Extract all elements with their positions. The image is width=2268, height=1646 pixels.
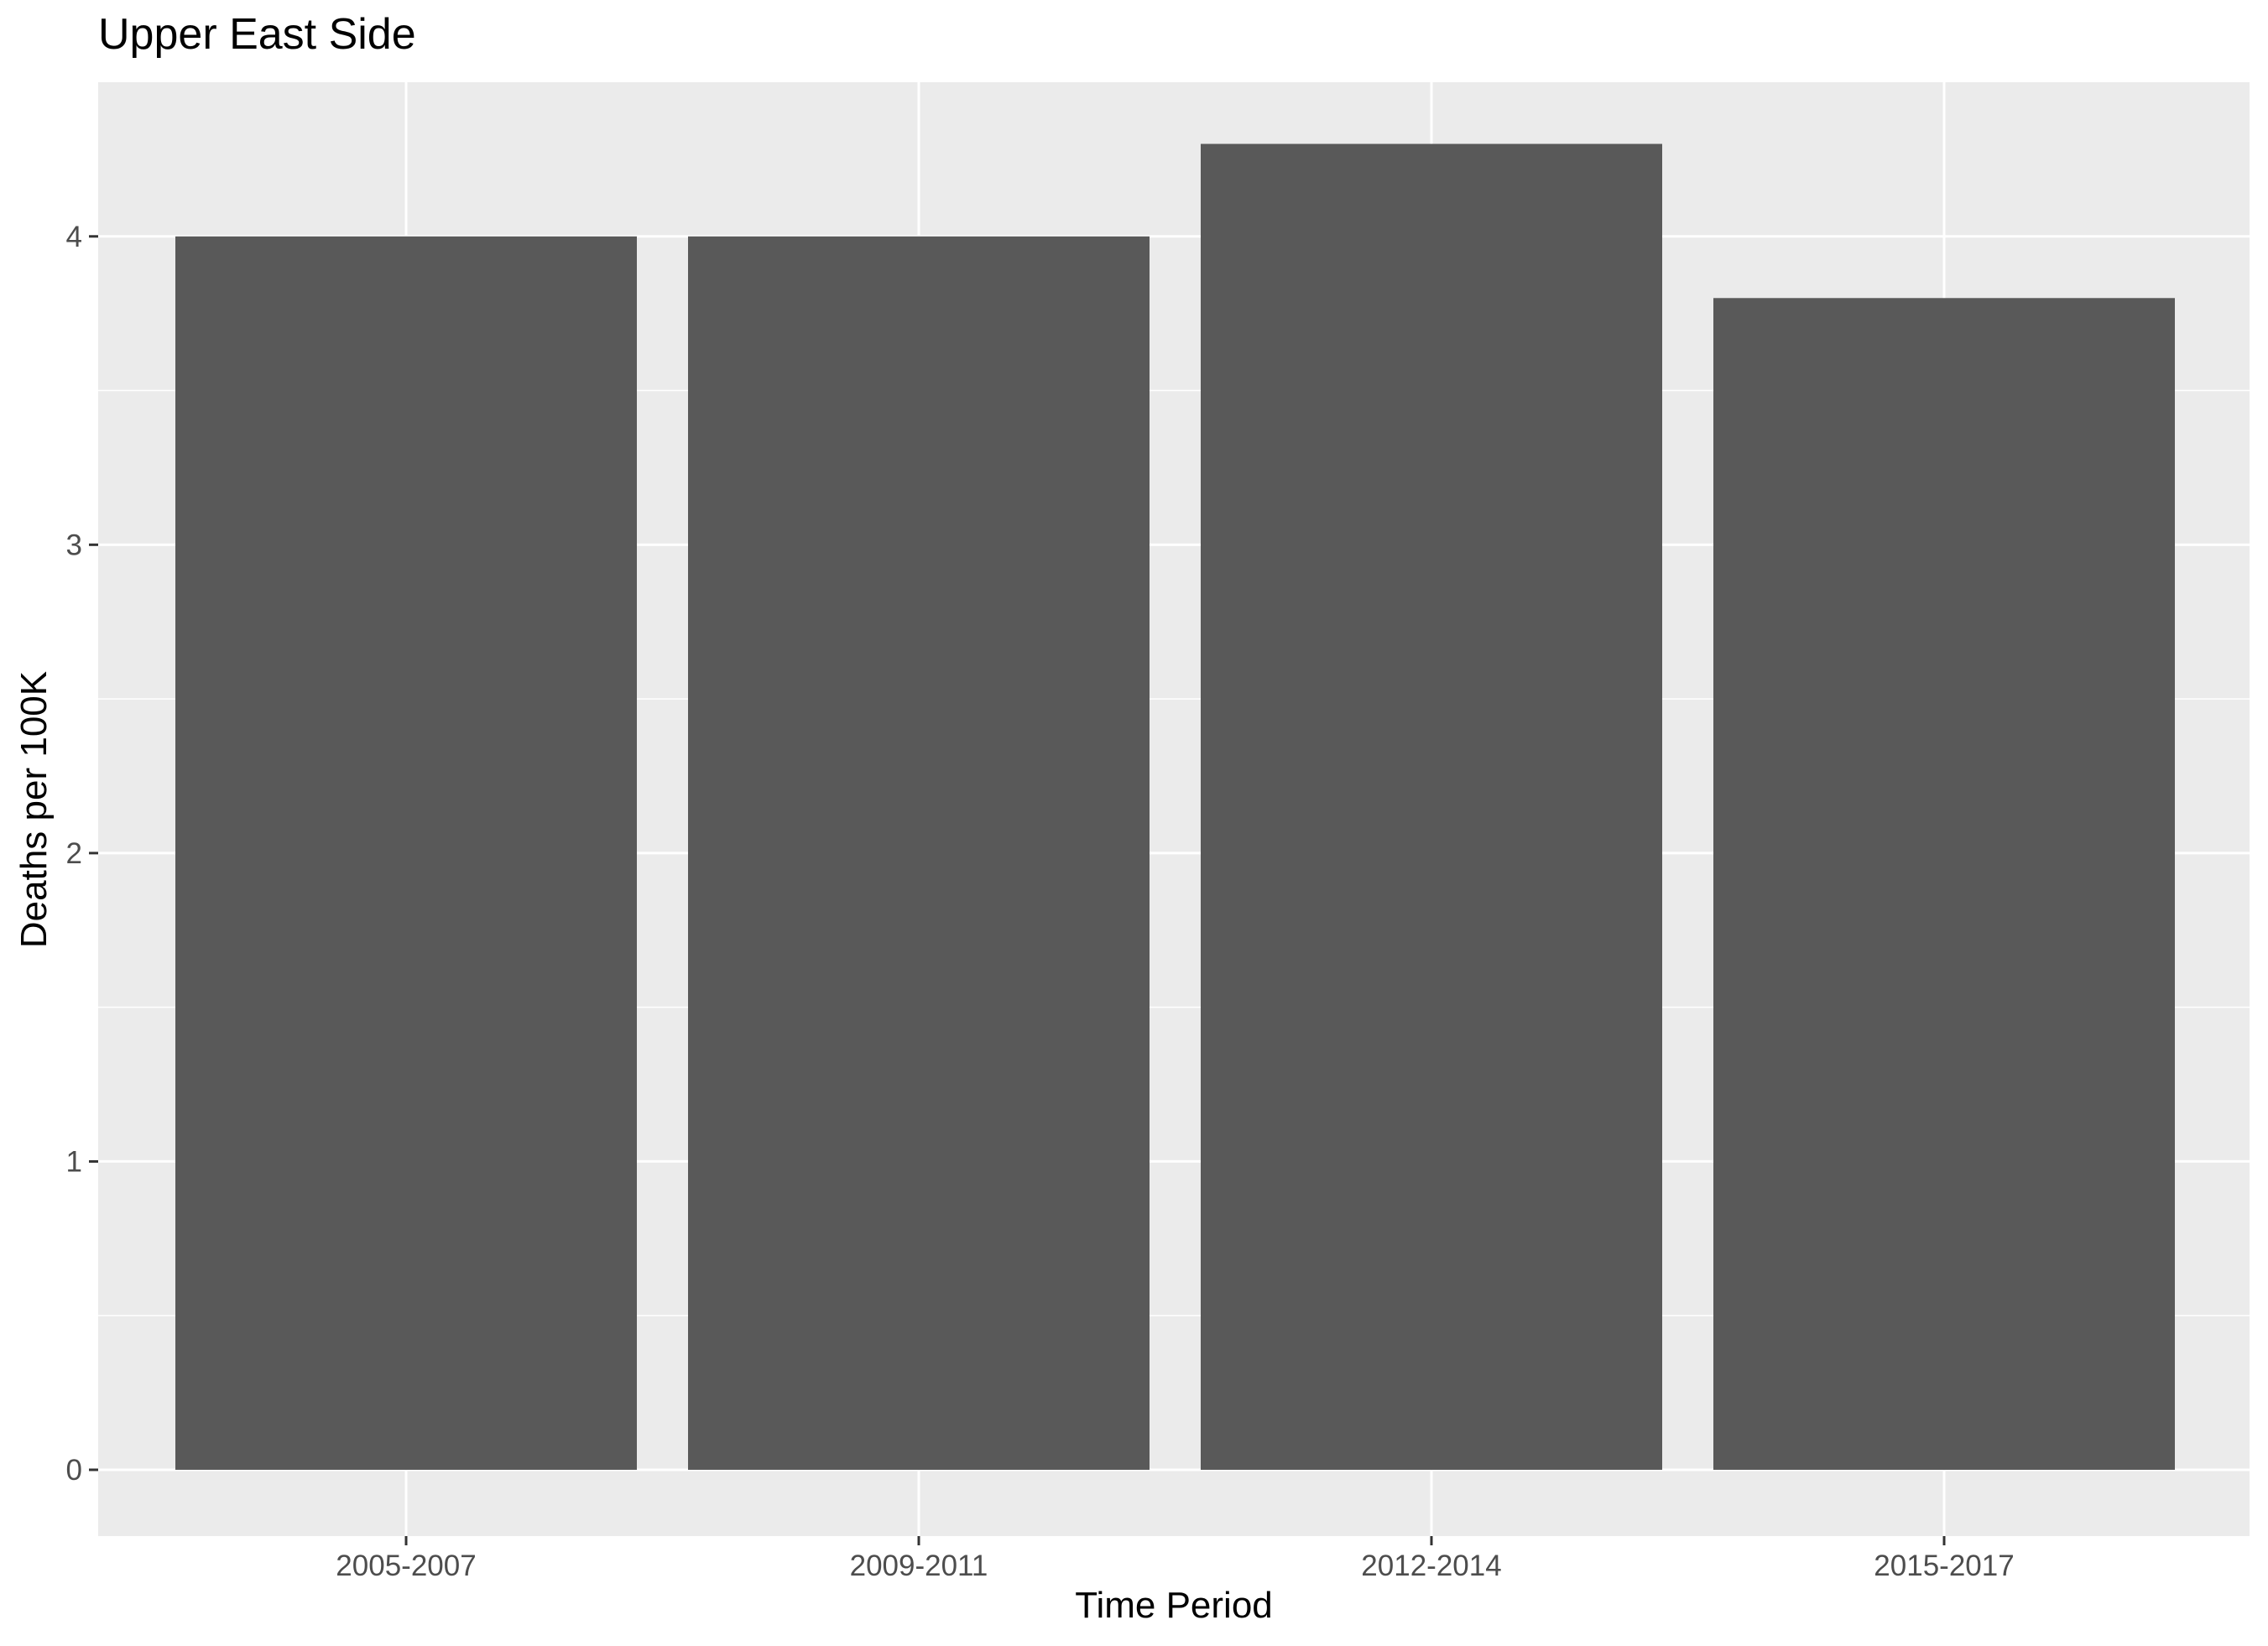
bar-2012-2014 [1201, 143, 1662, 1470]
y-tick-label: 3 [66, 529, 82, 561]
x-axis-title: Time Period [1075, 1585, 1273, 1626]
x-axis: 2005-2007 2009-2011 2012-2014 2015-2017 [336, 1536, 2015, 1582]
y-tick-label: 0 [66, 1454, 82, 1487]
x-tick-label: 2015-2017 [1874, 1550, 2014, 1582]
bar-2015-2017 [1713, 298, 2175, 1470]
x-tick-label: 2005-2007 [336, 1550, 476, 1582]
y-tick-label: 4 [66, 221, 82, 253]
bars [175, 143, 2175, 1470]
y-tick-label: 1 [66, 1145, 82, 1178]
bar-2009-2011 [688, 236, 1150, 1470]
bar-2005-2007 [175, 236, 637, 1470]
x-tick-label: 2012-2014 [1361, 1550, 1501, 1582]
y-axis-title: Deaths per 100K [13, 671, 55, 948]
y-axis: 0 1 2 3 4 [66, 221, 98, 1487]
chart-title: Upper East Side [98, 10, 416, 59]
x-tick-label: 2009-2011 [850, 1550, 988, 1582]
y-tick-label: 2 [66, 837, 82, 870]
